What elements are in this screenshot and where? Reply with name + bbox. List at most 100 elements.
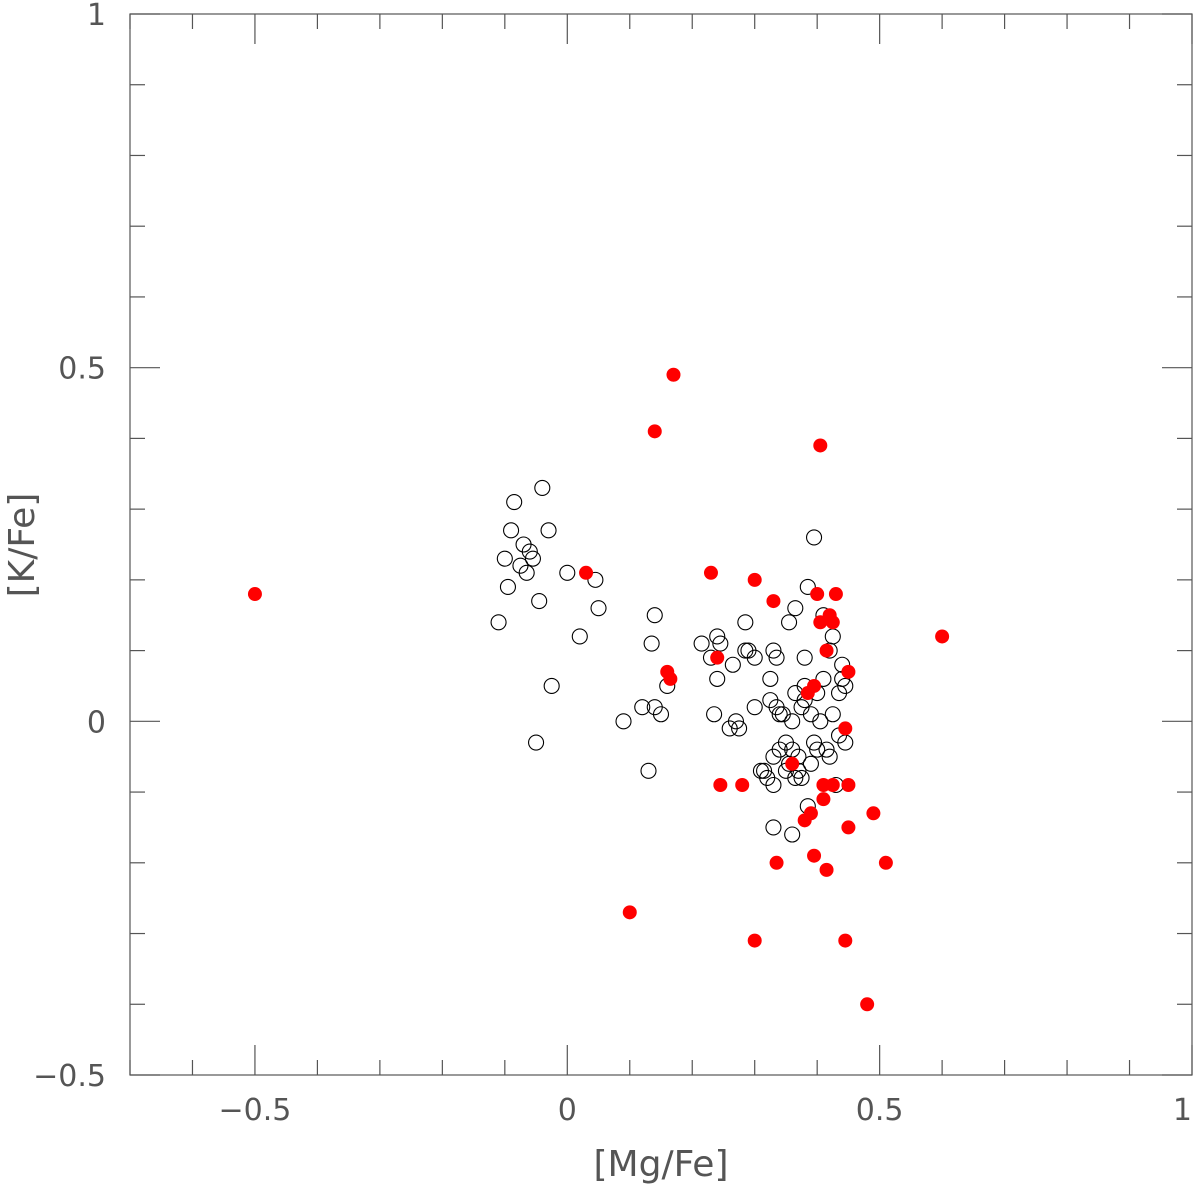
filled-point: [785, 756, 800, 771]
filled-point: [713, 777, 728, 792]
filled-point: [807, 678, 822, 693]
filled-point: [825, 777, 840, 792]
open-point: [806, 529, 823, 546]
open-point: [499, 578, 516, 595]
open-point: [503, 522, 520, 539]
open-point: [768, 649, 785, 666]
open-point: [824, 706, 841, 723]
filled-point: [810, 587, 825, 602]
filled-point: [866, 806, 881, 821]
filled-point: [769, 855, 784, 870]
open-point: [706, 706, 723, 723]
filled-point: [622, 905, 637, 920]
open-point: [528, 734, 545, 751]
filled-point: [841, 820, 856, 835]
filled-point: [647, 424, 662, 439]
open-point: [540, 522, 557, 539]
open-point: [643, 635, 660, 652]
filled-point: [819, 643, 834, 658]
open-point: [543, 677, 560, 695]
open-point: [793, 769, 810, 786]
filled-point: [663, 671, 678, 686]
open-point: [802, 755, 819, 772]
y-tick-label: 0: [87, 705, 106, 740]
data-points: [247, 367, 950, 1012]
filled-point: [247, 587, 262, 602]
open-point: [824, 628, 841, 645]
open-point: [818, 741, 835, 758]
open-point: [746, 699, 763, 716]
filled-point: [838, 933, 853, 948]
open-point: [837, 677, 854, 695]
open-point: [727, 713, 745, 730]
open-point: [709, 670, 726, 687]
filled-point: [828, 587, 843, 602]
open-point: [571, 628, 588, 645]
filled-point: [825, 615, 840, 630]
open-point: [806, 734, 823, 751]
open-point: [712, 635, 729, 652]
open-point: [784, 826, 801, 843]
filled-point: [803, 806, 818, 821]
open-point: [787, 600, 804, 617]
filled-point: [747, 572, 762, 587]
open-point: [490, 614, 507, 631]
open-point: [640, 762, 657, 779]
filled-point: [747, 933, 762, 948]
x-tick-label: −0.5: [219, 1093, 292, 1128]
open-point: [799, 578, 816, 595]
open-point: [506, 494, 523, 511]
open-point: [765, 642, 782, 659]
filled-point: [579, 565, 594, 580]
open-point: [518, 564, 535, 581]
filled-point: [816, 792, 831, 807]
y-tick-label: −0.5: [33, 1059, 106, 1094]
open-point: [521, 543, 538, 560]
filled-point: [878, 855, 893, 870]
y-tick-label: 0.5: [58, 352, 106, 387]
open-point: [815, 670, 832, 687]
open-point: [740, 642, 757, 659]
filled-point: [841, 777, 856, 792]
open-point: [524, 550, 541, 567]
open-point: [709, 628, 726, 645]
x-tick-label: 0.5: [856, 1093, 904, 1128]
axis-ticks: [129, 13, 1193, 1076]
open-point: [634, 699, 651, 716]
open-point: [771, 706, 788, 723]
open-point: [587, 571, 604, 588]
filled-point: [735, 777, 750, 792]
open-point: [796, 649, 813, 666]
filled-point: [807, 848, 822, 863]
open-point: [737, 642, 754, 659]
open-point: [531, 593, 548, 610]
open-point: [559, 564, 576, 581]
open-point: [812, 713, 829, 730]
open-point: [787, 769, 804, 786]
open-point: [787, 684, 804, 702]
open-point: [724, 656, 741, 673]
filled-point: [703, 565, 718, 580]
open-point: [765, 776, 782, 794]
filled-point: [819, 862, 834, 877]
open-point: [534, 479, 551, 496]
filled-point: [666, 367, 681, 382]
x-axis-title: [Mg/Fe]: [593, 1144, 728, 1185]
open-point: [765, 819, 782, 836]
open-point: [693, 635, 710, 652]
plot-frame: [129, 13, 1193, 1076]
open-point: [737, 614, 754, 631]
open-point: [784, 713, 801, 730]
open-point: [762, 670, 779, 687]
x-tick-label: 0: [558, 1093, 577, 1128]
open-point: [756, 762, 773, 779]
tick-labels: −0.5 0 0.5 1 −0.5 0 0.5 1: [33, 0, 1192, 1128]
filled-point: [838, 721, 853, 736]
open-point: [802, 706, 819, 723]
y-tick-label: 1: [87, 0, 106, 33]
x-tick-label: 1: [1173, 1093, 1192, 1128]
filled-point: [935, 629, 950, 644]
filled-point: [766, 594, 781, 609]
open-point: [590, 600, 607, 617]
